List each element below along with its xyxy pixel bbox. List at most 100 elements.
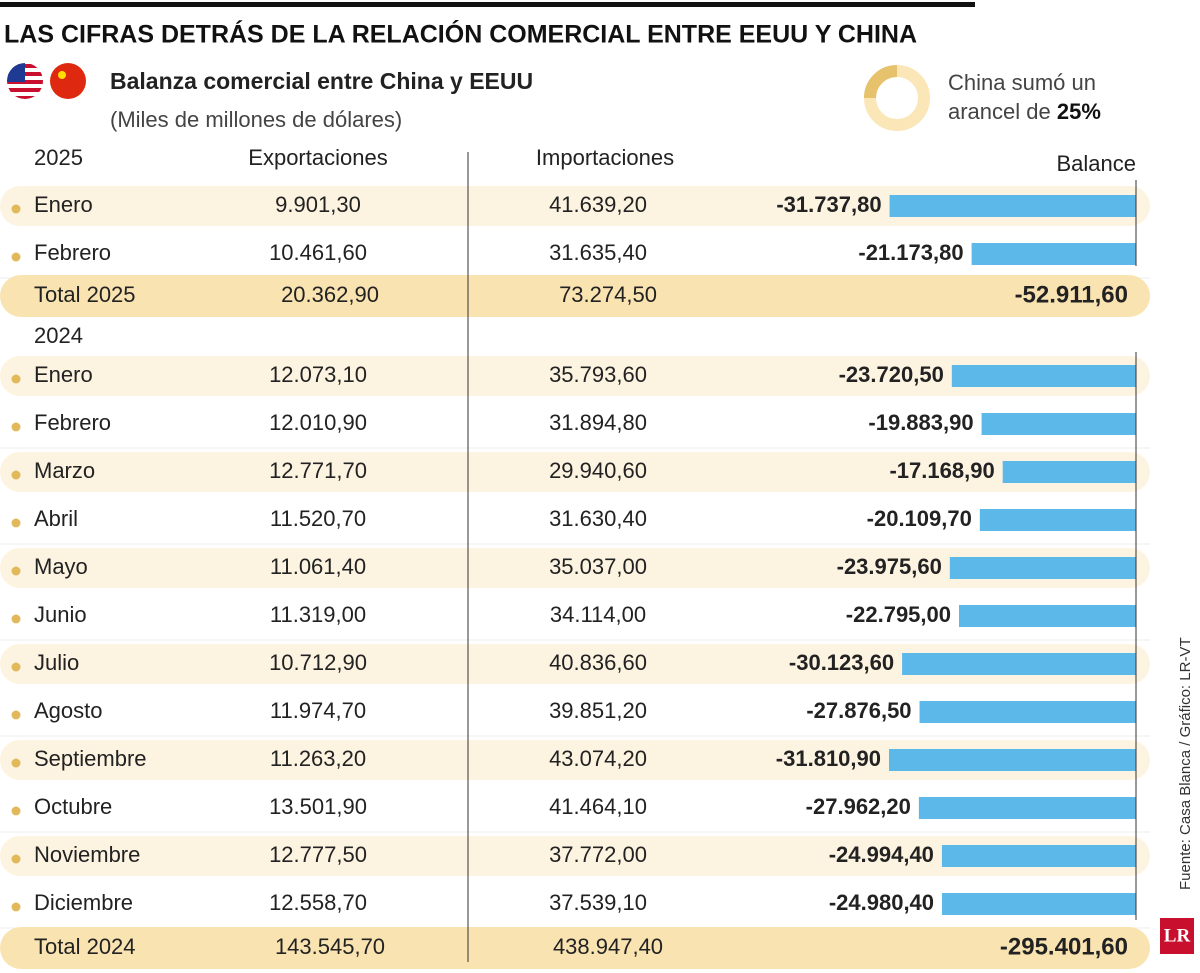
month: Febrero: [34, 240, 111, 265]
row-bg: [0, 356, 1150, 396]
imports: 41.639,20: [549, 192, 647, 217]
annotation-line: China sumó un: [948, 70, 1096, 95]
row-bg: [0, 452, 1150, 492]
exports: 12.777,50: [269, 842, 367, 867]
total-label: Total 2025: [34, 282, 136, 307]
annotation-text: arancel de: [948, 99, 1051, 124]
logo-box: [1160, 918, 1194, 954]
bullet: [11, 662, 21, 672]
month: Abril: [34, 506, 78, 531]
month: Noviembre: [34, 842, 140, 867]
exports: 11.263,20: [270, 746, 366, 771]
total-imports: 73.274,50: [559, 282, 657, 307]
exports: 12.558,70: [269, 890, 367, 915]
balance-bar: [959, 605, 1136, 627]
balance: -30.123,60: [789, 650, 894, 675]
source: Fuente: Casa Blanca / Gráfico: LR-VT: [1177, 637, 1194, 890]
balance-bar: [918, 797, 1136, 819]
balance: -23.720,50: [839, 362, 944, 387]
exports: 11.061,40: [270, 554, 366, 579]
balance-bar: [979, 509, 1136, 531]
exports: 9.901,30: [275, 192, 361, 217]
balance-bar: [902, 653, 1136, 675]
total-balance: -295.401,60: [1000, 933, 1128, 960]
header: Exportaciones: [248, 145, 387, 170]
month: Octubre: [34, 794, 112, 819]
top-rule: [0, 2, 975, 7]
imports: 37.539,10: [549, 890, 647, 915]
imports: 40.836,60: [549, 650, 647, 675]
bullet: [11, 374, 21, 384]
logo: LR: [1164, 925, 1191, 946]
bullet: [11, 252, 21, 262]
total-label: Total 2024: [34, 934, 136, 959]
balance: -23.975,60: [837, 554, 942, 579]
title: LAS CIFRAS DETRÁS DE LA RELACIÓN COMERCI…: [4, 19, 917, 49]
imports: 35.793,60: [549, 362, 647, 387]
bullet: [11, 204, 21, 214]
header: Balance: [1056, 151, 1136, 176]
bullet: [11, 566, 21, 576]
balance: -22.795,00: [846, 602, 951, 627]
balance: -24.994,40: [829, 842, 934, 867]
bullet: [11, 806, 21, 816]
balance-bar: [951, 365, 1136, 387]
total-balance: -52.911,60: [1015, 281, 1128, 308]
exports: 12.771,70: [269, 458, 367, 483]
balance-bar: [1002, 461, 1136, 483]
total-bg: [0, 927, 1150, 969]
balance-bar: [919, 701, 1136, 723]
imports: 31.894,80: [549, 410, 647, 435]
imports: 31.630,40: [549, 506, 647, 531]
imports: 34.114,00: [550, 602, 646, 627]
balance: -19.883,90: [868, 410, 973, 435]
imports: 43.074,20: [549, 746, 647, 771]
exports: 13.501,90: [269, 794, 367, 819]
month: Enero: [34, 362, 93, 387]
month: Junio: [34, 602, 87, 627]
bullet: [11, 710, 21, 720]
balance: -24.980,40: [829, 890, 934, 915]
year: 2025: [34, 145, 83, 170]
exports: 12.073,10: [269, 362, 367, 387]
month: Enero: [34, 192, 93, 217]
row-bg: [0, 644, 1150, 684]
exports: 10.461,60: [269, 240, 367, 265]
row-bg: [0, 186, 1150, 226]
row-bg: [0, 548, 1150, 588]
exports: 11.974,70: [270, 698, 366, 723]
exports: 12.010,90: [269, 410, 367, 435]
balance-bar: [949, 557, 1136, 579]
balance-bar: [889, 195, 1136, 217]
balance: -31.810,90: [776, 746, 881, 771]
header: Importaciones: [536, 145, 674, 170]
imports: 35.037,00: [549, 554, 647, 579]
donut-arc: [864, 65, 898, 99]
month: Mayo: [34, 554, 88, 579]
balance: -31.737,80: [776, 192, 881, 217]
row-bg: [0, 836, 1150, 876]
total-exports: 143.545,70: [275, 934, 385, 959]
balance-bar: [941, 845, 1136, 867]
bullet: [11, 758, 21, 768]
flag-us: [7, 63, 43, 99]
month: Marzo: [34, 458, 95, 483]
bullet: [11, 902, 21, 912]
row-bg: [0, 740, 1150, 780]
month: Diciembre: [34, 890, 133, 915]
bullet: [11, 470, 21, 480]
month: Febrero: [34, 410, 111, 435]
year: 2024: [34, 323, 83, 348]
total-imports: 438.947,40: [553, 934, 663, 959]
balance: -21.173,80: [858, 240, 963, 265]
balance: -20.109,70: [867, 506, 972, 531]
total-exports: 20.362,90: [281, 282, 379, 307]
balance-bar: [981, 413, 1136, 435]
month: Julio: [34, 650, 79, 675]
imports: 41.464,10: [549, 794, 647, 819]
balance-bar: [971, 243, 1136, 265]
exports: 11.520,70: [270, 506, 366, 531]
balance: -27.962,20: [806, 794, 911, 819]
imports: 37.772,00: [549, 842, 647, 867]
